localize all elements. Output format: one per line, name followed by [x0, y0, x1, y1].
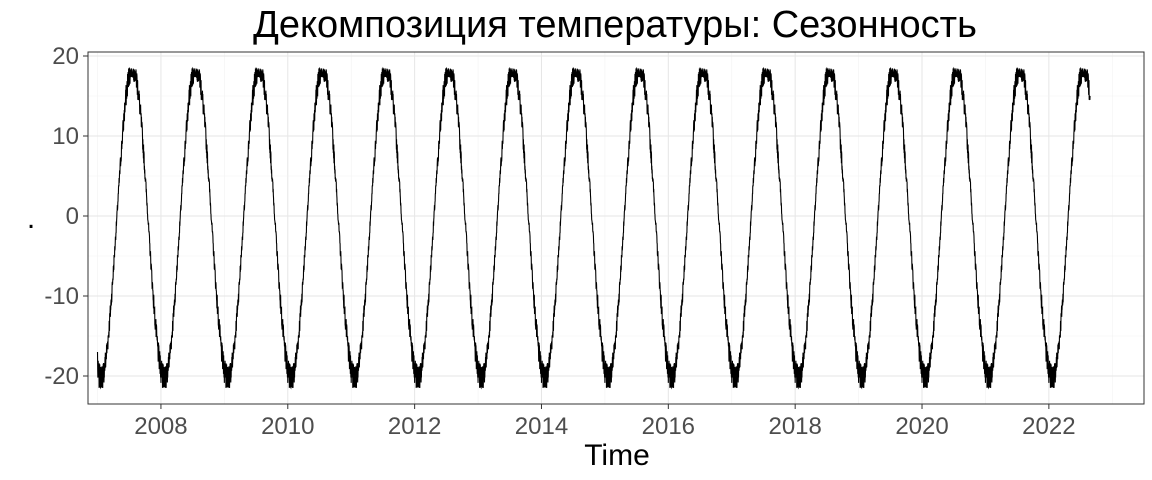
y-tick-label: -10 — [44, 283, 79, 310]
y-axis-ticks: -20 -10 0 10 20 — [44, 43, 88, 390]
x-tick-label: 2016 — [642, 413, 695, 440]
y-tick-label: 20 — [52, 43, 79, 70]
plot-panel-border — [87, 51, 1145, 405]
grid — [88, 52, 1144, 404]
x-tick-label: 2008 — [134, 413, 187, 440]
y-tick-label: 10 — [52, 123, 79, 150]
y-axis-label: . — [27, 202, 35, 235]
x-axis-ticks: 2008 2010 2012 2014 2016 2018 2020 2022 — [134, 404, 1076, 440]
series-line — [96, 66, 1091, 390]
x-tick-label: 2014 — [515, 413, 568, 440]
x-tick-label: 2020 — [895, 413, 948, 440]
x-tick-label: 2012 — [388, 413, 441, 440]
y-tick-label: -20 — [44, 363, 79, 390]
x-tick-label: 2018 — [768, 413, 821, 440]
y-tick-label: 0 — [66, 203, 79, 230]
x-axis-label: Time — [584, 439, 650, 472]
chart-title: Декомпозиция температуры: Сезонность — [253, 4, 977, 46]
x-tick-label: 2022 — [1022, 413, 1075, 440]
x-tick-label: 2010 — [261, 413, 314, 440]
